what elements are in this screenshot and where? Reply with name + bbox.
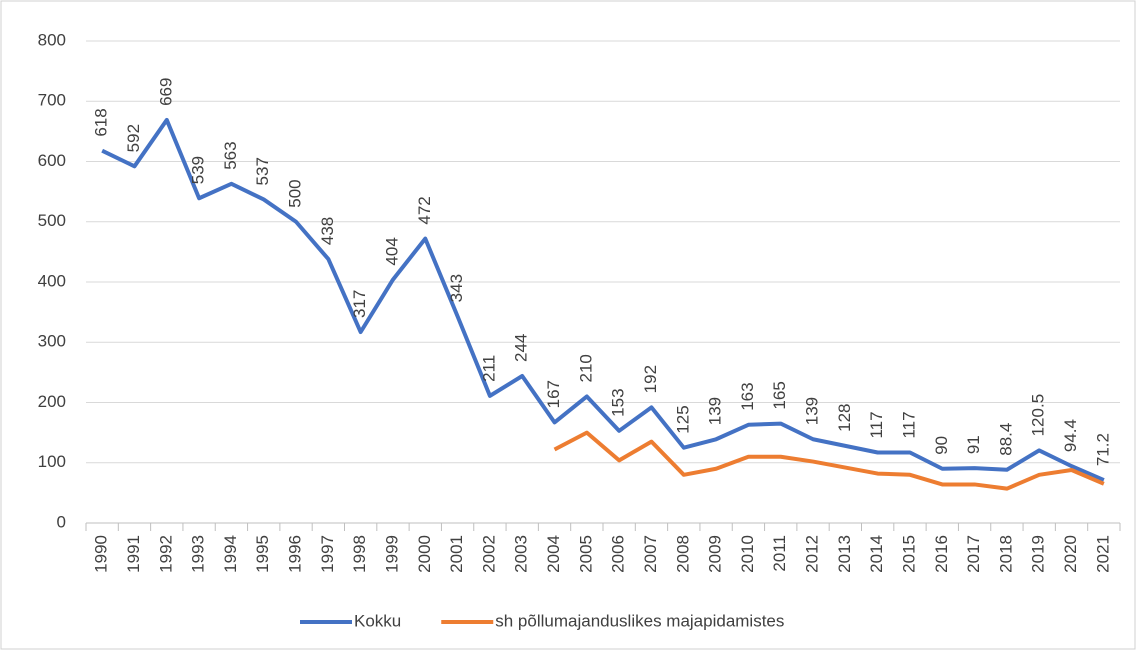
x-tick-label: 2019 (1029, 535, 1048, 573)
x-tick-label: 2012 (803, 535, 822, 573)
line-series (101, 117, 1105, 482)
x-tick-label: 2003 (512, 535, 531, 573)
data-label: 128 (835, 404, 854, 432)
x-tick-label: 2013 (835, 535, 854, 573)
data-label: 94.4 (1061, 419, 1080, 452)
data-label: 117 (867, 411, 886, 438)
data-label: 91 (964, 435, 983, 454)
y-tick-label: 0 (57, 512, 66, 531)
data-label: 211 (479, 355, 498, 382)
x-tick-label: 2001 (447, 535, 466, 573)
data-label: 343 (447, 274, 466, 302)
x-tick-label: 2011 (770, 535, 789, 572)
x-tick-label: 2008 (673, 535, 692, 573)
x-tick-label: 2004 (544, 535, 563, 573)
y-tick-label: 500 (38, 211, 66, 230)
x-tick-label: 1995 (253, 535, 272, 573)
legend-label: Kokku (354, 611, 401, 630)
data-label: 210 (576, 354, 595, 382)
x-tick-label: 2020 (1061, 535, 1080, 573)
x-tick-label: 1999 (382, 535, 401, 573)
data-label: 317 (350, 290, 369, 318)
data-label: 192 (641, 365, 660, 393)
data-label: 244 (512, 334, 531, 362)
data-label: 71.2 (1093, 433, 1112, 466)
y-tick-label: 400 (38, 271, 66, 290)
x-tick-label: 1990 (92, 535, 111, 573)
x-tick-label: 1998 (350, 535, 369, 573)
data-label: 472 (415, 196, 434, 224)
x-tick-label: 2014 (867, 535, 886, 573)
x-tick-label: 2015 (899, 535, 918, 573)
data-label: 120.5 (1029, 394, 1048, 437)
data-label: 539 (189, 156, 208, 184)
x-tick-label: 2005 (576, 535, 595, 573)
data-label: 88.4 (996, 423, 1015, 456)
data-label: 592 (124, 124, 143, 152)
data-label: 139 (706, 397, 725, 425)
data-label: 618 (92, 108, 111, 136)
data-label: 167 (544, 380, 563, 408)
data-label: 163 (738, 382, 757, 410)
data-label: 669 (156, 78, 175, 106)
x-tick-label: 1997 (318, 535, 337, 573)
x-tick-label: 2018 (996, 535, 1015, 573)
data-label: 537 (253, 157, 272, 185)
x-tick-label: 1994 (221, 535, 240, 573)
y-tick-label: 200 (38, 392, 66, 411)
x-tick-label: 2000 (415, 535, 434, 573)
x-tick-label: 2006 (609, 535, 628, 573)
data-label: 125 (673, 405, 692, 433)
y-tick-label: 800 (38, 30, 66, 49)
data-label: 90 (932, 436, 951, 455)
legend-label: sh põllumajanduslikes majapidamistes (495, 611, 784, 630)
data-label: 165 (770, 381, 789, 409)
x-tick-label: 2009 (706, 535, 725, 573)
x-tick-label: 2016 (932, 535, 951, 573)
data-label: 153 (609, 388, 628, 416)
data-label: 404 (382, 237, 401, 265)
y-tick-label: 700 (38, 91, 66, 110)
x-tick-label: 2007 (641, 535, 660, 573)
data-label: 500 (286, 179, 305, 207)
data-label: 438 (318, 217, 337, 245)
data-label: 563 (221, 141, 240, 169)
x-tick-label: 1996 (286, 535, 305, 573)
x-tick-label: 2010 (738, 535, 757, 573)
y-tick-label: 100 (38, 452, 66, 471)
data-label: 117 (899, 411, 918, 438)
data-label: 139 (803, 397, 822, 425)
x-tick-label: 1992 (156, 535, 175, 573)
x-tick-label: 1993 (189, 535, 208, 573)
x-tick-label: 2002 (479, 535, 498, 573)
x-tick-label: 2021 (1093, 535, 1112, 573)
x-tick-label: 1991 (124, 535, 143, 573)
y-tick-label: 600 (38, 151, 66, 170)
x-tick-label: 2017 (964, 535, 983, 573)
line-series (553, 430, 1105, 491)
y-tick-label: 300 (38, 332, 66, 351)
